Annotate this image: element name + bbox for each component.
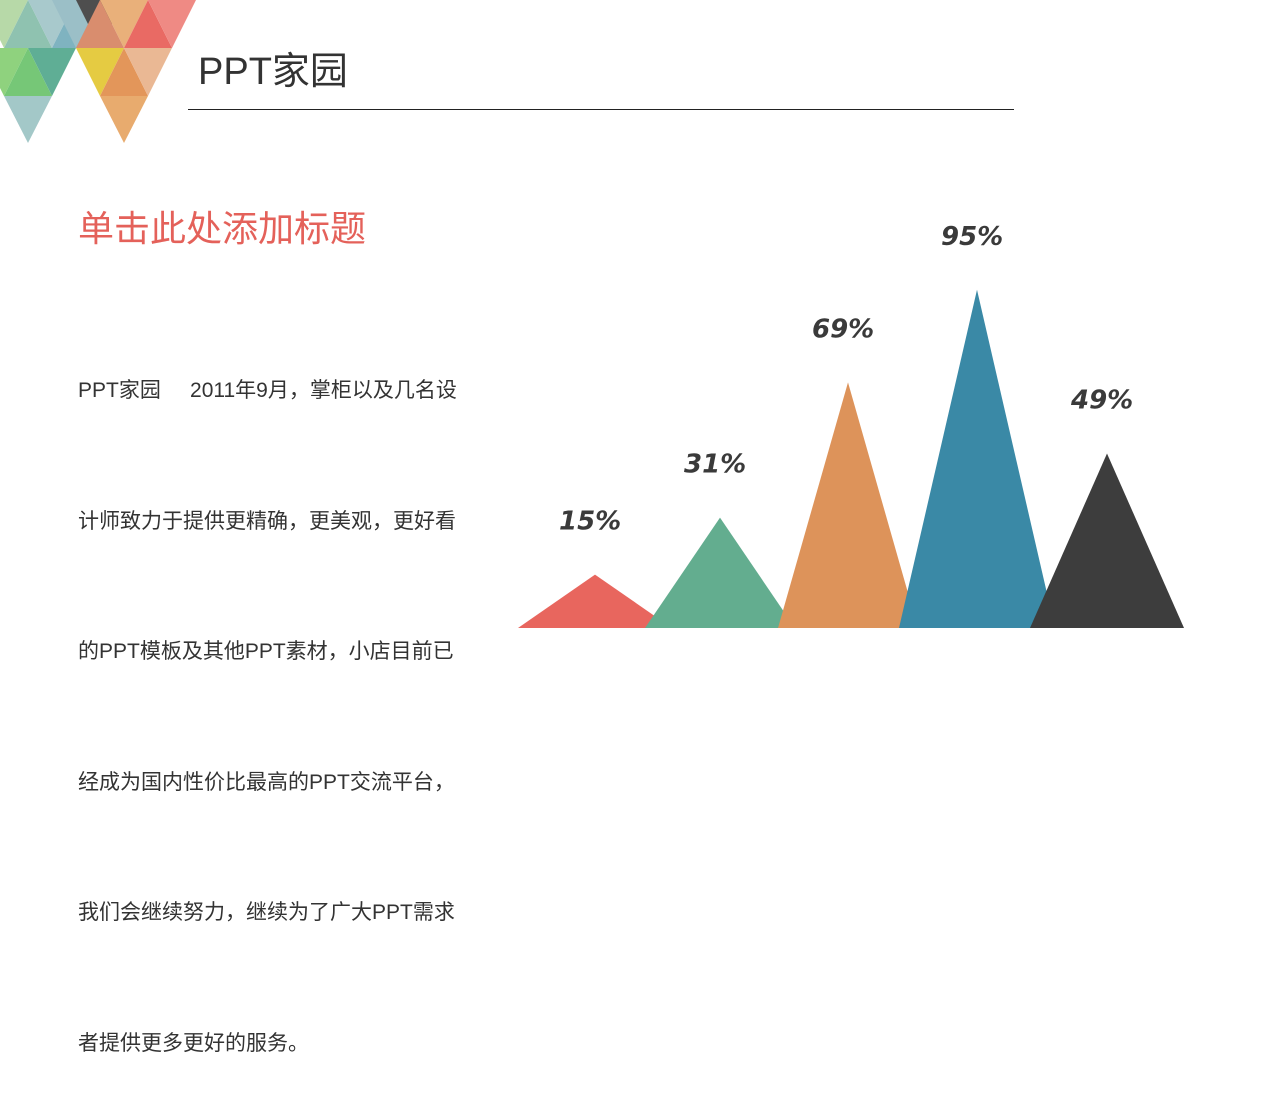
body-line: 经成为国内性价比最高的PPT交流平台，: [78, 770, 455, 794]
decorative-triangle-logo: [0, 0, 196, 143]
triangle-bar-5: [1030, 453, 1184, 628]
body-line: 计师致力于提供更精确，更美观，更好看: [78, 509, 456, 533]
brand-title: PPT家园: [198, 51, 348, 93]
slide-heading[interactable]: 单击此处添加标题: [78, 208, 367, 249]
header-divider: [188, 109, 1014, 110]
body-line: PPT家园 2011年9月，掌柜以及几名设: [78, 379, 457, 402]
triangle-bar-1: [518, 574, 672, 628]
data-label-3: 69%: [812, 314, 874, 344]
triangle-bar-4: [899, 289, 1055, 628]
body-line: 我们会继续努力，继续为了广大PPT需求: [78, 901, 455, 924]
data-label-2: 31%: [684, 450, 746, 480]
data-label-4: 95%: [941, 222, 1003, 252]
triangle-bar-3: [778, 382, 918, 628]
body-line: 的PPT模板及其他PPT素材，小店目前已: [78, 640, 454, 663]
body-line: 者提供更多更好的服务。: [78, 1031, 309, 1055]
data-label-1: 15%: [559, 507, 621, 537]
triangle-chart: 15% 31% 69% 95% 49%: [518, 222, 1184, 628]
data-label-5: 49%: [1070, 386, 1133, 416]
triangle-bar-2: [645, 517, 795, 628]
